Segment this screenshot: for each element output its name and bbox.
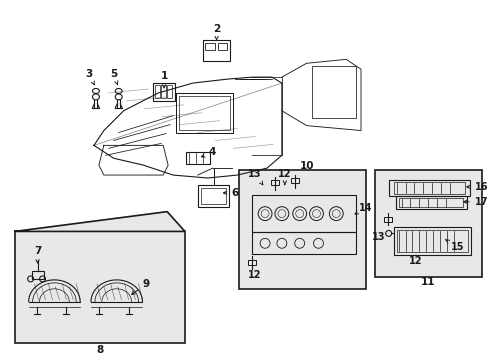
Text: 13: 13: [371, 232, 385, 242]
Bar: [204, 42, 214, 50]
Bar: [167, 85, 172, 98]
Text: 16: 16: [466, 182, 487, 192]
Text: 15: 15: [445, 240, 464, 252]
Bar: [290, 178, 298, 183]
Text: 12: 12: [408, 256, 421, 266]
Bar: [239, 170, 365, 289]
Text: 13: 13: [248, 169, 262, 185]
Bar: [217, 42, 227, 50]
Bar: [161, 85, 166, 98]
Bar: [311, 66, 355, 118]
Bar: [252, 195, 355, 233]
Text: 5: 5: [110, 69, 118, 85]
Bar: [395, 196, 466, 209]
Bar: [153, 83, 175, 101]
Bar: [203, 40, 230, 61]
Text: 10: 10: [299, 161, 313, 171]
Text: 2: 2: [213, 24, 220, 40]
Bar: [396, 230, 467, 252]
Bar: [198, 185, 229, 207]
Text: 8: 8: [96, 345, 103, 355]
Bar: [388, 180, 469, 196]
Bar: [176, 93, 233, 132]
Text: 4: 4: [201, 147, 216, 157]
Bar: [393, 228, 470, 255]
Bar: [383, 217, 391, 221]
Text: 17: 17: [463, 197, 487, 207]
Text: 1: 1: [160, 71, 167, 88]
Text: 12: 12: [278, 169, 291, 185]
Bar: [155, 85, 160, 98]
Bar: [270, 180, 278, 185]
Bar: [15, 231, 184, 343]
Text: 9: 9: [131, 279, 150, 294]
Bar: [374, 170, 481, 277]
Bar: [252, 233, 355, 254]
Bar: [32, 271, 43, 279]
Bar: [185, 152, 209, 164]
Bar: [248, 260, 256, 265]
Bar: [393, 182, 464, 194]
Bar: [398, 198, 462, 207]
Text: 7: 7: [34, 246, 41, 263]
Text: 6: 6: [223, 188, 239, 198]
Polygon shape: [15, 212, 184, 231]
Text: 12: 12: [248, 270, 262, 280]
Bar: [179, 96, 230, 130]
Text: 14: 14: [354, 203, 372, 214]
Text: 11: 11: [420, 277, 435, 287]
Bar: [201, 188, 226, 204]
Text: 3: 3: [85, 69, 94, 85]
